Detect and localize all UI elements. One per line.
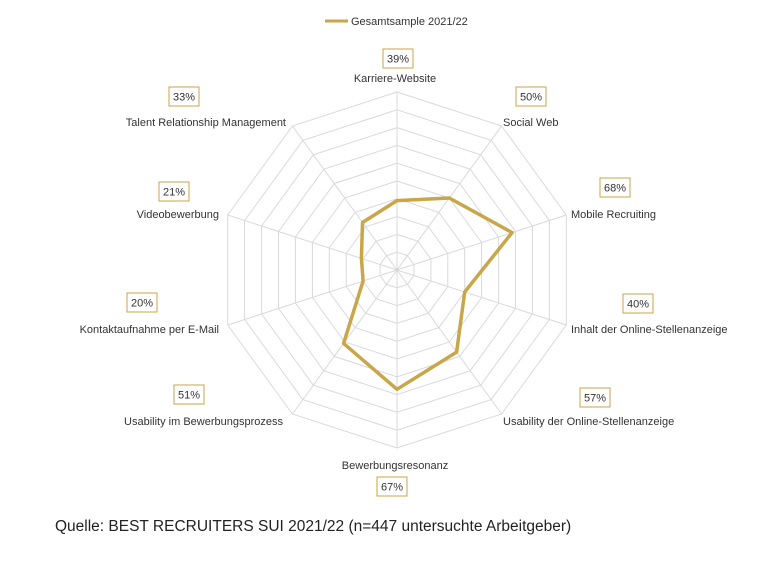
- value-label: 39%: [387, 54, 409, 66]
- data-point: [395, 387, 399, 391]
- data-point: [463, 290, 467, 294]
- value-label: 33%: [173, 92, 195, 104]
- category-labels: Karriere-Website 39% Social Web 50% Mobile R…: [80, 48, 728, 497]
- data-point: [361, 279, 365, 283]
- value-label: 40%: [627, 299, 649, 311]
- value-label: 21%: [163, 187, 185, 199]
- data-point: [361, 221, 364, 224]
- category-label: Karriere-Website: [354, 73, 436, 85]
- grid-spoke: [396, 269, 567, 326]
- category-label: Talent Relationship Management: [126, 117, 286, 129]
- category-label: Usability im Bewerbungsprozess: [124, 416, 283, 428]
- value-label-box: [173, 384, 205, 405]
- value-label-box: [158, 181, 190, 202]
- category-label: Social Web: [503, 117, 558, 129]
- grid-spoke: [291, 125, 398, 271]
- value-label-box: [599, 177, 631, 198]
- radar-grid: [227, 91, 567, 449]
- category-label: Videobewerbung: [137, 209, 219, 221]
- value-label-box: [622, 293, 654, 314]
- value-label: 50%: [520, 92, 542, 104]
- category-label: Bewerbungsresonanz: [342, 460, 448, 472]
- category-label: Usability der Online-Stellenanzeige: [503, 416, 674, 428]
- data-point: [359, 256, 363, 260]
- grid-spoke: [227, 214, 398, 271]
- source-note: Quelle: BEST RECRUITERS SUI 2021/22 (n=4…: [55, 518, 572, 535]
- chart-legend: Gesamtsample 2021/22: [325, 16, 468, 28]
- data-point: [455, 350, 459, 354]
- value-label: 57%: [584, 393, 606, 405]
- value-label-box: [376, 476, 408, 497]
- category-label: Kontaktaufnahme per E-Mail: [80, 324, 219, 336]
- value-label-box: [168, 86, 200, 107]
- grid-spoke: [396, 269, 503, 415]
- legend-label: Gesamtsample 2021/22: [351, 16, 468, 28]
- value-label: 68%: [604, 183, 626, 195]
- value-label-box: [382, 48, 414, 69]
- value-label: 51%: [178, 390, 200, 402]
- value-label-box: [579, 387, 611, 408]
- category-label: Mobile Recruiting: [571, 209, 656, 221]
- data-point: [447, 196, 451, 200]
- value-label-box: [515, 86, 547, 107]
- data-point: [510, 231, 514, 235]
- category-label: Inhalt der Online-Stellenanzeige: [571, 324, 728, 336]
- value-label-box: [126, 292, 158, 313]
- value-label: 67%: [381, 482, 403, 494]
- data-point: [395, 199, 399, 203]
- series-layer: [341, 196, 514, 392]
- grid-spoke: [227, 269, 398, 326]
- value-label: 20%: [131, 298, 153, 310]
- grid-spoke: [396, 214, 567, 271]
- data-point: [342, 341, 346, 345]
